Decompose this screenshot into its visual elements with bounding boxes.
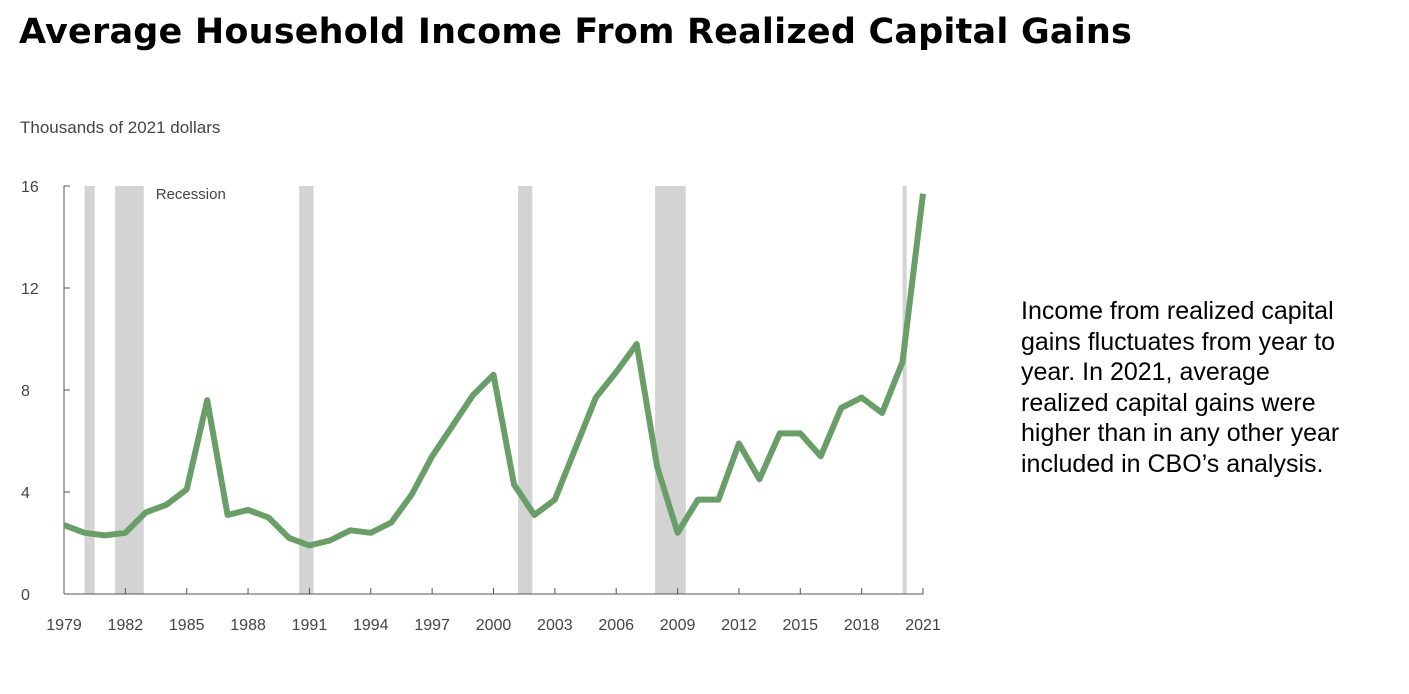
y-axis-label: Thousands of 2021 dollars <box>20 118 221 137</box>
annotation-line: gains fluctuates from year to <box>1021 327 1336 356</box>
y-tick-label: 4 <box>21 485 30 502</box>
recession-band <box>299 186 314 594</box>
annotation-line: higher than in any other year <box>1021 419 1340 447</box>
x-tick-label: 1982 <box>108 617 144 634</box>
chart-title: Average Household Income From Realized C… <box>19 12 1133 52</box>
recession-bands: Recession <box>84 186 907 594</box>
y-tick-label: 12 <box>21 281 39 298</box>
recession-band <box>902 186 907 594</box>
annotation-line: year. In 2021, average <box>1021 358 1270 386</box>
recession-band <box>655 186 686 594</box>
x-tick-label: 1979 <box>46 617 82 634</box>
x-tick-label: 1991 <box>292 617 328 634</box>
x-tick-label: 1985 <box>169 617 205 634</box>
y-tick-label: 16 <box>21 179 39 196</box>
y-axis: 0 4 8 12 16 <box>21 179 70 604</box>
x-tick-label: 2006 <box>598 617 634 634</box>
annotation-line: included in CBO’s analysis. <box>1021 449 1324 478</box>
income-line <box>62 193 926 549</box>
annotation-line: realized capital gains were <box>1021 388 1316 417</box>
x-tick-label: 2015 <box>782 617 818 634</box>
x-tick-label: 1997 <box>414 617 450 634</box>
recession-band <box>518 186 533 594</box>
recession-label: Recession <box>156 186 226 203</box>
x-axis: 1979 1982 1985 1988 1991 1994 1997 2000 2003 2006… <box>46 588 941 634</box>
x-tick-label: 1988 <box>230 617 266 634</box>
x-tick-label: 1994 <box>353 617 389 634</box>
x-tick-label: 2018 <box>844 617 880 634</box>
x-tick-label: 2000 <box>476 617 512 634</box>
data-series <box>62 193 926 549</box>
recession-band <box>84 186 95 594</box>
annotation-text: Income from realized capital gains fluct… <box>1021 296 1401 479</box>
y-tick-label: 0 <box>21 587 30 604</box>
x-tick-label: 2003 <box>537 617 573 634</box>
y-tick-label: 8 <box>21 383 30 400</box>
x-tick-label: 2021 <box>905 617 941 634</box>
x-tick-label: 2012 <box>721 617 757 634</box>
annotation-line: Income from realized capital <box>1021 297 1334 325</box>
x-tick-label: 2009 <box>660 617 696 634</box>
